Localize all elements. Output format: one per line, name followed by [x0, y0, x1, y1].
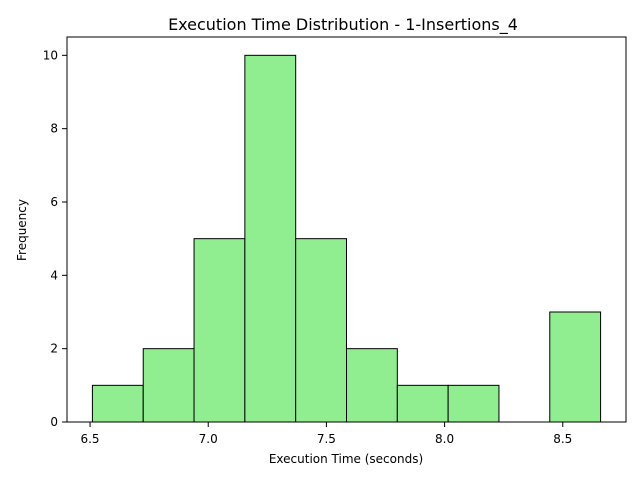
y-tick-label: 10 — [43, 48, 58, 62]
y-tick-label: 4 — [50, 268, 58, 282]
histogram-bar — [549, 311, 602, 423]
x-tick-label: 7.5 — [317, 432, 336, 446]
x-tick-label: 8.0 — [435, 432, 454, 446]
y-axis-ticks: 0 2 4 6 8 10 — [43, 48, 67, 429]
y-tick-label: 0 — [50, 415, 58, 429]
y-tick-label: 8 — [50, 122, 58, 136]
histogram-bar — [346, 348, 398, 423]
histogram-bar — [447, 384, 500, 423]
x-tick-label: 7.0 — [199, 432, 218, 446]
histogram-bar — [396, 384, 449, 423]
histogram-bar — [91, 384, 144, 423]
x-tick-label: 6.5 — [80, 432, 99, 446]
y-tick-label: 2 — [50, 342, 58, 356]
chart-title: Execution Time Distribution - 1-Insertio… — [168, 15, 518, 35]
x-tick-label: 8.5 — [553, 432, 572, 446]
histogram-bar — [193, 238, 246, 423]
histogram-bar — [295, 238, 348, 423]
bars-group — [91, 54, 602, 423]
x-axis-ticks: 6.5 7.0 7.5 8.0 8.5 — [80, 422, 572, 446]
y-axis-label: Frequency — [15, 199, 29, 261]
histogram-bar — [244, 54, 297, 423]
x-axis-label: Execution Time (seconds) — [269, 452, 423, 466]
plot-frame — [66, 36, 627, 423]
y-tick-label: 6 — [50, 195, 58, 209]
histogram-bar — [142, 348, 195, 423]
